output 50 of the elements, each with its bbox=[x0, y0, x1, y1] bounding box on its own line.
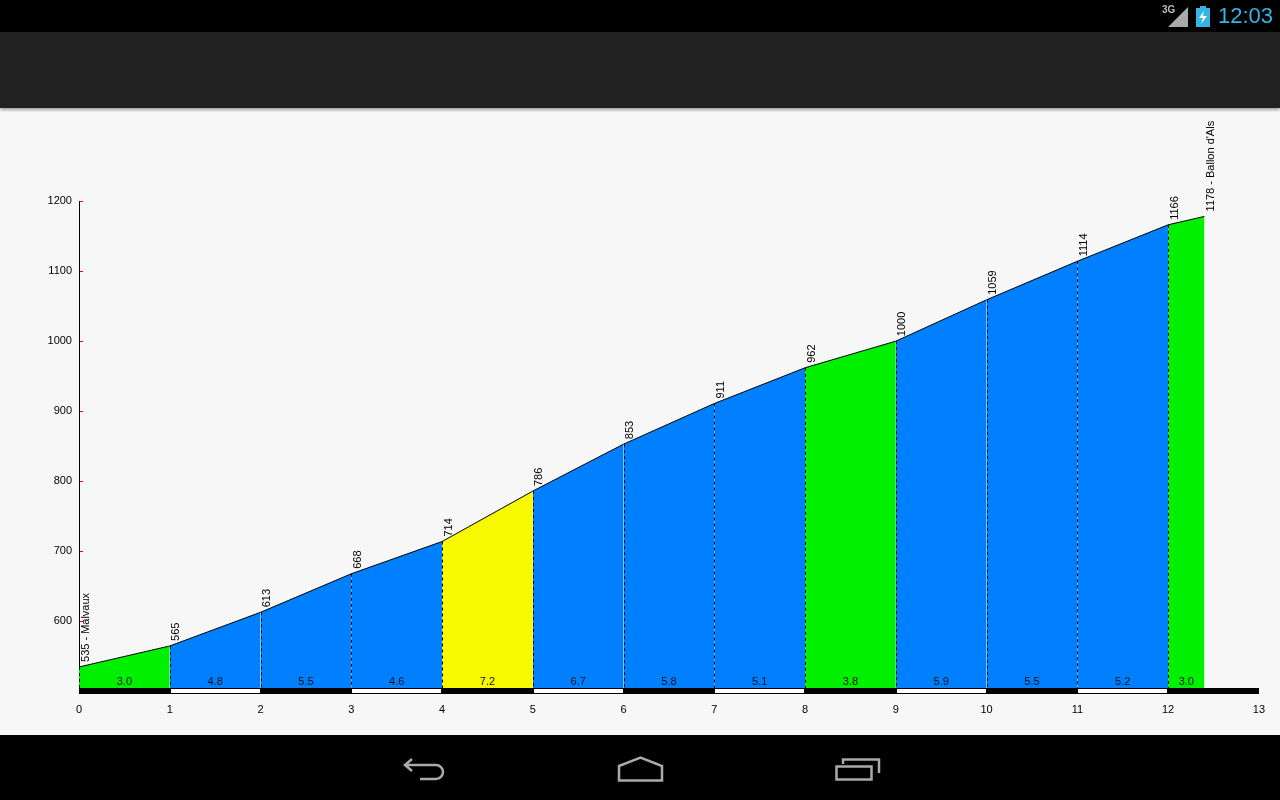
y-tick-label: 700 bbox=[53, 544, 72, 557]
series-label: 5.8 bbox=[661, 675, 677, 687]
data-label: 668 bbox=[350, 550, 363, 569]
y-tick-label: 900 bbox=[53, 404, 72, 417]
x-tick-label: 4 bbox=[438, 702, 446, 715]
series-label: 3.8 bbox=[842, 675, 859, 687]
series-label: 5.1 bbox=[752, 675, 768, 687]
y-tick-label: 1200 bbox=[47, 194, 72, 207]
series-label: 3.0 bbox=[1178, 675, 1194, 687]
series-label: 3.0 bbox=[116, 675, 133, 687]
y-tick-label: 1100 bbox=[48, 264, 72, 277]
x-tick-label: 0 bbox=[75, 702, 83, 715]
series-label: 5.2 bbox=[1115, 675, 1131, 687]
data-label: 962 bbox=[804, 344, 817, 363]
x-tick-label: 13 bbox=[1252, 702, 1266, 715]
y-tick-label: 1000 bbox=[47, 334, 72, 347]
x-tick-label: 10 bbox=[980, 702, 993, 715]
data-label: 565 bbox=[169, 622, 182, 641]
data-label: 1000 bbox=[895, 311, 908, 337]
data-label: 714 bbox=[441, 518, 454, 537]
series-label: 5.5 bbox=[298, 675, 314, 687]
x-tick-label: 9 bbox=[892, 702, 899, 715]
data-label: 1178 - Ballon d'Als bbox=[1203, 120, 1216, 212]
series-label: 6.7 bbox=[570, 675, 586, 687]
x-tick-label: 1 bbox=[166, 702, 173, 715]
series-label: 4.6 bbox=[389, 675, 405, 687]
x-tick-label: 2 bbox=[257, 702, 264, 715]
data-label: 911 bbox=[713, 380, 726, 399]
text: 12:03 bbox=[1218, 3, 1274, 28]
data-label: 786 bbox=[532, 467, 545, 487]
data-label: 853 bbox=[623, 420, 636, 440]
data-label: 535 - Malvaux bbox=[78, 592, 91, 662]
y-tick-label: 600 bbox=[53, 614, 72, 627]
data-label: 613 bbox=[260, 588, 273, 608]
data-label: 1059 bbox=[986, 270, 999, 295]
x-tick-label: 11 bbox=[1071, 702, 1084, 715]
x-tick-label: 8 bbox=[802, 702, 809, 715]
x-tick-label: 12 bbox=[1162, 702, 1175, 715]
x-tick-label: 5 bbox=[529, 702, 536, 715]
text: 3G bbox=[1162, 4, 1176, 15]
x-tick-label: 6 bbox=[620, 702, 627, 715]
series-label: 5.9 bbox=[933, 675, 949, 687]
x-tick-label: 7 bbox=[711, 702, 718, 715]
series-label: 4.8 bbox=[207, 675, 223, 687]
y-tick-label: 800 bbox=[53, 474, 72, 487]
data-label: 1114 bbox=[1076, 233, 1089, 257]
x-tick-label: 3 bbox=[348, 702, 355, 715]
series-label: 5.5 bbox=[1024, 675, 1040, 687]
data-label: 1166 bbox=[1167, 196, 1180, 220]
series-label: 7.2 bbox=[479, 675, 496, 687]
